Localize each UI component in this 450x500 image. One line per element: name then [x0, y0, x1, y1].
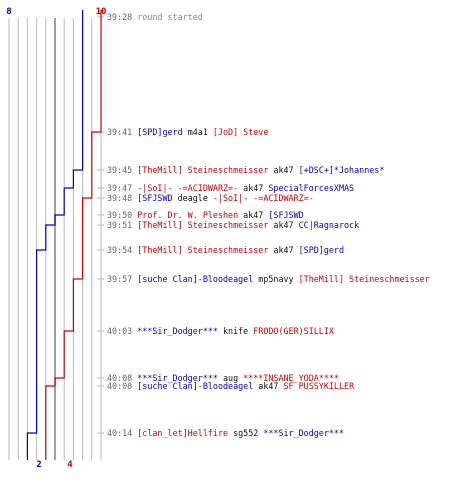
weapon-name: ak47 [268, 165, 298, 175]
player-name: CC|Ragnarock [299, 220, 360, 230]
kill-event-log: 39:28 round started 39:41 [SPD]gerd m4a1 … [107, 12, 430, 438]
player-name: ***Sir_Dodger*** [137, 326, 218, 336]
event-row: 39:50 Prof. Dr. W. Pleshen ak47 [SFJSWD [107, 210, 304, 220]
event-row: 39:57 [suche Clan]-Bloodeagel mp5navy [T… [107, 274, 430, 284]
weapon-name: sg552 [228, 428, 263, 438]
red-team-count-line [45, 10, 102, 460]
event-time: 39:51 [107, 220, 137, 230]
event-time: 40:03 [107, 326, 137, 336]
event-row: 39:48 [SFJSWD deagle -|SoI|- -=ACIDWARZ=… [107, 193, 314, 203]
event-time: 39:48 [107, 193, 137, 203]
player-name: SpecialForcesXMAS [268, 183, 354, 193]
weapon-name: mp5navy [253, 274, 298, 284]
weapon-name: ak47 [253, 381, 283, 391]
blue-team-count-line [26, 10, 84, 460]
player-name: [JoD] Steve [213, 127, 268, 137]
player-name: [TheMill] Steineschmeisser [137, 220, 268, 230]
team-count-lines [26, 10, 102, 460]
weapon-name: aug [218, 373, 243, 383]
weapon-name: ak47 [268, 220, 298, 230]
event-row: 39:51 [TheMill] Steineschmeisser ak47 CC… [107, 220, 359, 230]
event-row: 39:45 [TheMill] Steineschmeisser ak47 [+… [107, 165, 384, 175]
event-row: 40:08 [suche Clan]-Bloodeagel ak47 SF PU… [107, 381, 355, 391]
player-name: [+DSC+]*Johannes* [299, 165, 385, 175]
event-time: 39:41 [107, 127, 137, 137]
event-row: 40:08 ***Sir_Dodger*** aug ****INSANE_YO… [107, 373, 339, 383]
player-name: -|SoI|- -=ACIDWARZ=- [137, 183, 238, 193]
weapon-name: ak47 [238, 183, 268, 193]
weapon-name: deagle [173, 193, 213, 203]
event-row: 39:47 -|SoI|- -=ACIDWARZ=- ak47 SpecialF… [107, 183, 354, 193]
event-time: 40:08 [107, 373, 137, 383]
event-row: 40:14 [clan_let]Hellfire sg552 ***Sir_Do… [107, 428, 344, 438]
event-time: 39:54 [107, 245, 137, 255]
player-name: [TheMill] Steineschmeisser [137, 245, 268, 255]
player-name: [TheMill] Steineschmeisser [137, 165, 268, 175]
red-team-end-count: 4 [67, 460, 73, 470]
weapon-name: ak47 [238, 210, 268, 220]
player-name: Prof. Dr. W. Pleshen [137, 210, 238, 220]
event-row: 39:54 [TheMill] Steineschmeisser ak47 [S… [107, 245, 344, 255]
player-name: [SFJSWD [268, 210, 303, 220]
event-row: 39:41 [SPD]gerd m4a1 [JoD] Steve [107, 127, 268, 137]
event-time: 39:50 [107, 210, 137, 220]
blue-team-end-count: 2 [36, 460, 41, 470]
player-name: [SPD]gerd [137, 127, 182, 137]
player-name: ***Sir_Dodger*** [263, 428, 344, 438]
event-row: 40:03 ***Sir_Dodger*** knife FRODO(GER)S… [107, 326, 334, 336]
player-name: [SFJSWD [137, 193, 172, 203]
player-name: [suche Clan]-Bloodeagel [137, 274, 253, 284]
blue-team-start-count: 8 [6, 7, 11, 17]
player-name: [suche Clan]-Bloodeagel [137, 381, 253, 391]
event-time: 39:57 [107, 274, 137, 284]
player-name: [TheMill] Steineschmeisser [299, 274, 430, 284]
player-name: SF PUSSYKILLER [284, 381, 356, 391]
event-time: 40:14 [107, 428, 137, 438]
player-name: ***Sir_Dodger*** [137, 373, 218, 383]
event-row: 39:28 round started [107, 12, 203, 22]
player-name: ****INSANE_YODA**** [243, 373, 339, 383]
event-time: 39:47 [107, 183, 137, 193]
event-time: 40:08 [107, 381, 137, 391]
player-name: FRODO(GER)SILLIX [253, 326, 334, 336]
player-count-grid [8, 16, 104, 460]
player-name: [SPD]gerd [299, 245, 344, 255]
player-name: -|SoI|- -=ACIDWARZ=- [213, 193, 314, 203]
event-time: 39:45 [107, 165, 137, 175]
player-name: [clan_let]Hellfire [137, 428, 228, 438]
event-message: round started [137, 12, 203, 22]
weapon-name: m4a1 [183, 127, 213, 137]
weapon-name: ak47 [268, 245, 298, 255]
event-time: 39:28 [107, 12, 137, 22]
weapon-name: knife [218, 326, 253, 336]
red-team-start-count: 10 [96, 7, 107, 17]
